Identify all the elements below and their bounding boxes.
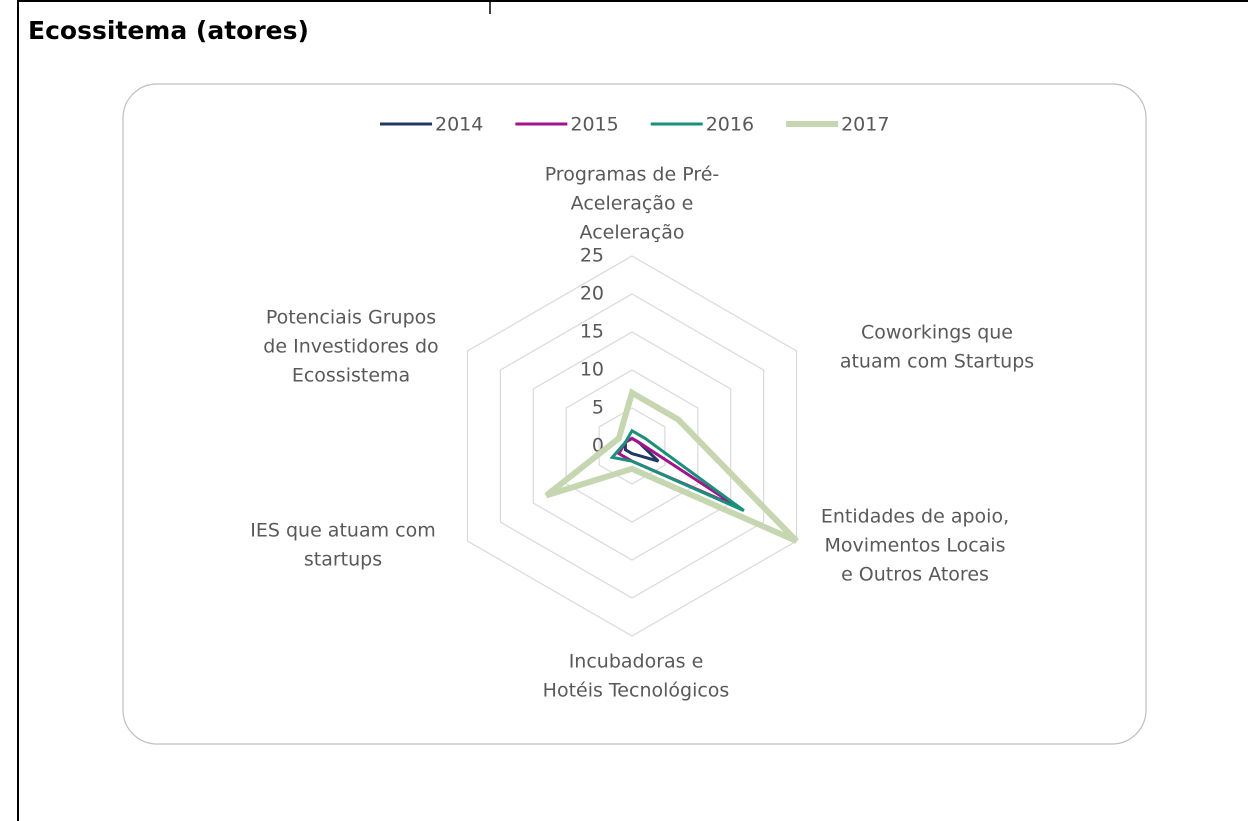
grid-ring	[598, 407, 666, 485]
chart-title: Ecossitema (atores)	[28, 16, 309, 45]
grid-ring	[532, 331, 732, 561]
chart-area	[122, 83, 1147, 745]
category-label: Movimentos Locais	[825, 535, 1006, 557]
legend-label: 2017	[841, 114, 889, 136]
series-line	[609, 428, 745, 512]
category-label: atuam com Startups	[840, 351, 1034, 373]
category-label: startups	[304, 549, 382, 571]
category-label: e Outros Atores	[841, 564, 989, 586]
category-label: Entidades de apoio,	[821, 506, 1009, 528]
grid-ring	[565, 369, 699, 523]
legend-label: 2016	[706, 114, 754, 136]
category-label: Coworkings que	[861, 322, 1013, 344]
category-label: Hotéis Tecnológicos	[543, 680, 730, 702]
category-label: Incubadoras e	[569, 651, 704, 673]
category-label: Aceleração e	[571, 193, 694, 215]
legend-label: 2014	[435, 114, 483, 136]
axis-tick-label: 10	[580, 359, 604, 381]
grid-ring	[466, 255, 798, 637]
category-label: de Investidores do	[263, 336, 438, 358]
category-label: IES que atuam com	[250, 520, 435, 542]
axis-tick-label: 20	[580, 283, 604, 305]
axis-tick-label: 5	[592, 397, 604, 419]
axis-tick-label: 15	[580, 321, 604, 343]
grid-ring	[499, 293, 765, 599]
category-label: Potenciais Grupos	[266, 307, 436, 329]
category-label: Ecossistema	[292, 365, 410, 387]
category-label: Programas de Pré-	[545, 164, 720, 186]
legend-label: 2015	[570, 114, 618, 136]
category-label: Aceleração	[580, 222, 685, 244]
series-line	[544, 388, 799, 544]
axis-tick-label: 25	[580, 245, 604, 267]
